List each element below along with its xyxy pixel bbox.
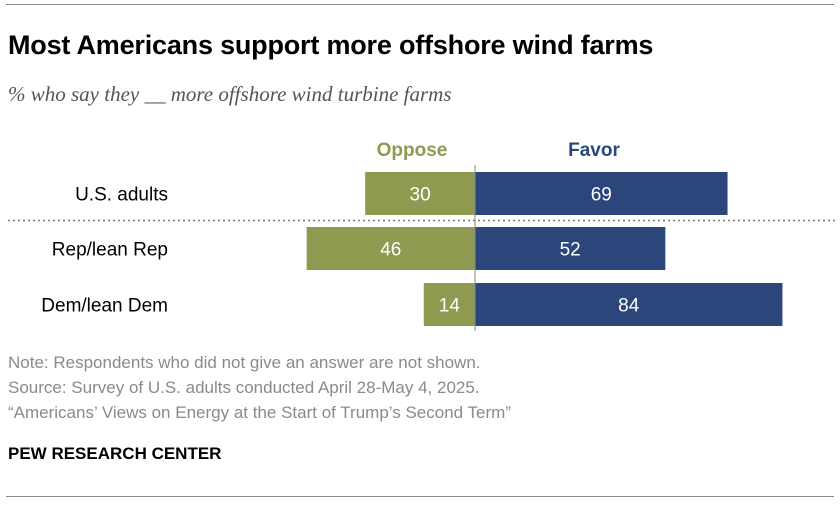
bottom-rule: [6, 496, 834, 497]
legend-oppose: Oppose: [377, 140, 448, 161]
bar-favor: [475, 283, 783, 326]
data-label-favor: 84: [618, 296, 640, 317]
chart-subtitle: % who say they __ more offshore wind tur…: [8, 82, 452, 106]
legend-favor: Favor: [568, 140, 620, 161]
bar-oppose: [306, 227, 475, 270]
data-label-oppose: 14: [439, 296, 461, 317]
data-label-oppose: 30: [410, 185, 431, 206]
category-label: Rep/lean Rep: [52, 240, 168, 261]
category-label: U.S. adults: [75, 185, 168, 206]
report-title-line: “Americans’ Views on Energy at the Start…: [8, 403, 511, 422]
bar-oppose: [365, 172, 475, 215]
bar-favor: [475, 227, 666, 270]
bar-favor: [475, 172, 728, 215]
data-label-favor: 52: [560, 240, 581, 261]
category-label: Dem/lean Dem: [41, 296, 168, 317]
chart-notes: Note: Respondents who did not give an an…: [8, 350, 511, 425]
note-line: Note: Respondents who did not give an an…: [8, 353, 481, 372]
data-label-oppose: 46: [380, 240, 401, 261]
diverging-bar-chart: Oppose Favor U.S. adults 30 69 Rep/lean Rep 46…: [8, 140, 838, 331]
source-line: Source: Survey of U.S. adults conducted …: [8, 378, 480, 397]
data-label-favor: 69: [591, 185, 612, 206]
chart-title: Most Americans support more offshore win…: [8, 30, 654, 60]
pew-logo-text: PEW RESEARCH CENTER: [8, 444, 222, 463]
bar-oppose: [423, 283, 475, 326]
top-rule: [6, 4, 834, 5]
